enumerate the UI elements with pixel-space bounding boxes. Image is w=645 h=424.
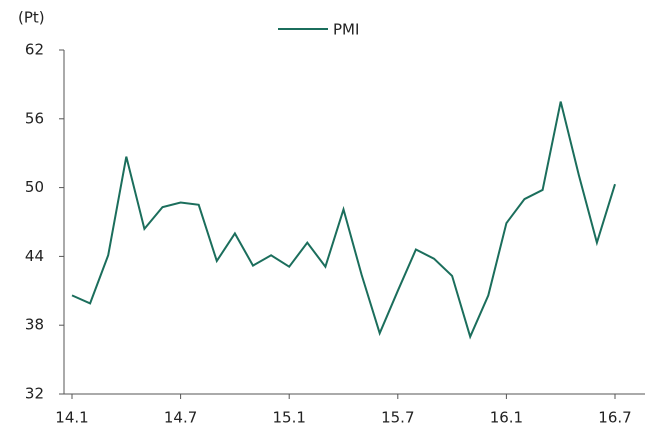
x-tick-label: 14.7 bbox=[164, 409, 197, 424]
x-tick-label: 16.1 bbox=[490, 409, 523, 424]
line-series bbox=[71, 101, 616, 340]
x-tick-label: 16.7 bbox=[598, 409, 631, 424]
x-tick-label: 15.1 bbox=[272, 409, 305, 424]
y-tick-label: 38 bbox=[25, 316, 44, 334]
y-tick-label: 56 bbox=[25, 109, 44, 127]
x-tick-label: 14.1 bbox=[55, 409, 88, 424]
y-tick-label: 62 bbox=[25, 41, 44, 59]
y-tick-label: 44 bbox=[25, 247, 44, 265]
y-tick-label: 32 bbox=[25, 385, 44, 403]
y-unit-label: (Pt) bbox=[18, 9, 45, 27]
y-tick-label: 50 bbox=[25, 178, 44, 196]
x-tick-label: 15.7 bbox=[381, 409, 414, 424]
legend-label: PMI bbox=[333, 21, 359, 39]
